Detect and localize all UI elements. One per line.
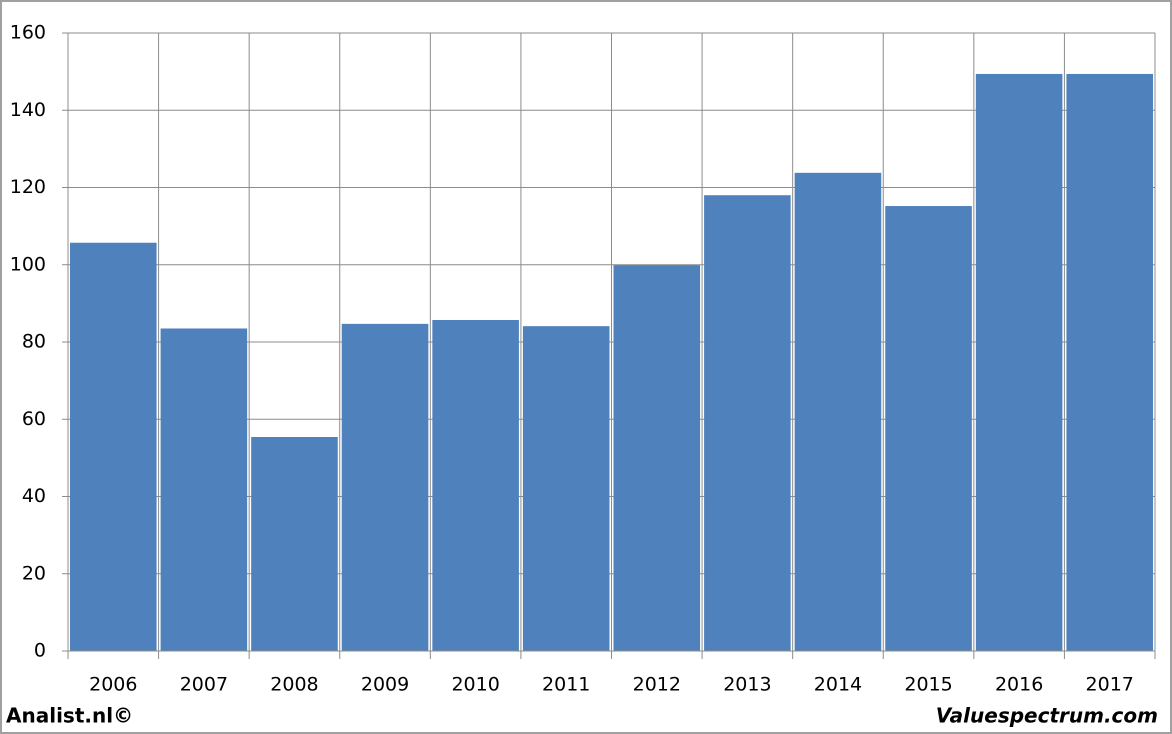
y-tick-label: 40 <box>22 485 46 507</box>
bar <box>341 323 429 651</box>
x-tick-label: 2009 <box>361 674 409 696</box>
x-tick-label: 2015 <box>904 674 952 696</box>
x-tick-label: 2016 <box>995 674 1043 696</box>
x-tick-label: 2010 <box>451 674 499 696</box>
bar <box>70 242 157 651</box>
y-tick-label: 20 <box>22 562 46 584</box>
source-left: Analist.nl© <box>6 704 133 728</box>
y-tick-label: 0 <box>34 640 46 662</box>
bar <box>704 195 791 651</box>
x-tick-label: 2013 <box>723 674 771 696</box>
source-right: Valuespectrum.com <box>936 704 1158 728</box>
bar <box>975 73 1063 651</box>
y-tick-label: 60 <box>22 408 46 430</box>
x-tick-label: 2012 <box>633 674 681 696</box>
bar <box>432 319 519 651</box>
y-tick-label: 80 <box>22 331 46 353</box>
bar <box>794 172 882 651</box>
x-tick-label: 2011 <box>542 674 590 696</box>
bar <box>160 328 248 651</box>
x-tick-label: 2007 <box>180 674 228 696</box>
bar <box>613 265 701 651</box>
bar <box>1066 73 1153 651</box>
y-tick-label: 140 <box>10 99 46 121</box>
y-tick-label: 160 <box>10 22 46 44</box>
y-tick-label: 120 <box>10 176 46 198</box>
bar <box>251 437 338 651</box>
x-tick-label: 2017 <box>1086 674 1134 696</box>
bar <box>885 206 972 652</box>
x-tick-label: 2006 <box>89 674 137 696</box>
y-tick-label: 100 <box>10 253 46 275</box>
x-tick-label: 2014 <box>814 674 862 696</box>
x-tick-label: 2008 <box>270 674 318 696</box>
bar <box>522 326 610 651</box>
